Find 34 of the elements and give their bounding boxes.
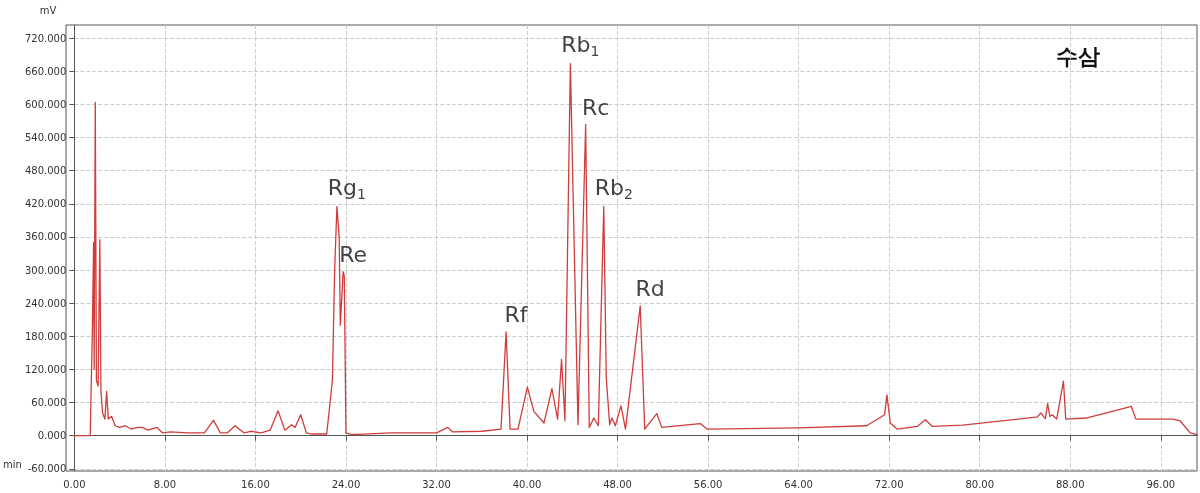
y-tick-label: 360.000 [25,231,67,243]
y-tick-label: 0.000 [37,430,67,442]
y-tick-label: -60.000 [27,463,67,475]
x-tick-label: 16.00 [241,478,270,490]
y-tick-label: 120.000 [25,363,67,375]
x-tick-label: 24.00 [331,478,361,490]
x-tick-label: 80.00 [965,478,995,490]
x-tick-label: 40.00 [512,478,542,490]
annotation: Rc [581,94,610,120]
x-tick-label: 56.00 [693,478,723,490]
y-tick-label: 660.000 [25,65,67,77]
annotation: Re [339,242,368,268]
x-tick-label: 0.00 [63,478,86,490]
x-tick-label: 8.00 [153,478,177,490]
y-tick-label: 300.000 [25,264,67,276]
y-tick-label: 600.000 [25,98,67,110]
y-tick-label: 420.000 [25,198,67,210]
y-tick-label: 720.000 [25,32,67,44]
y-tick-label: 60.000 [31,397,67,409]
x-tick-label: 88.00 [1055,478,1085,490]
annotation: 수삼 [1056,43,1100,69]
x-axis-title: min [3,459,22,471]
x-tick-label: 72.00 [874,478,904,490]
annotation: Rd [635,276,665,302]
y-tick-label: 240.000 [25,297,67,309]
y-tick-label: 540.000 [25,132,67,144]
x-tick-label: 64.00 [784,478,813,490]
x-tick-label: 48.00 [603,478,632,490]
y-axis-title: mV [39,4,57,16]
y-tick-label: 180.000 [25,330,67,342]
annotation: Rf [504,302,529,328]
x-tick-label: 32.00 [422,478,451,490]
y-tick-label: 480.000 [25,165,67,177]
x-tick-label: 96.00 [1146,478,1176,490]
